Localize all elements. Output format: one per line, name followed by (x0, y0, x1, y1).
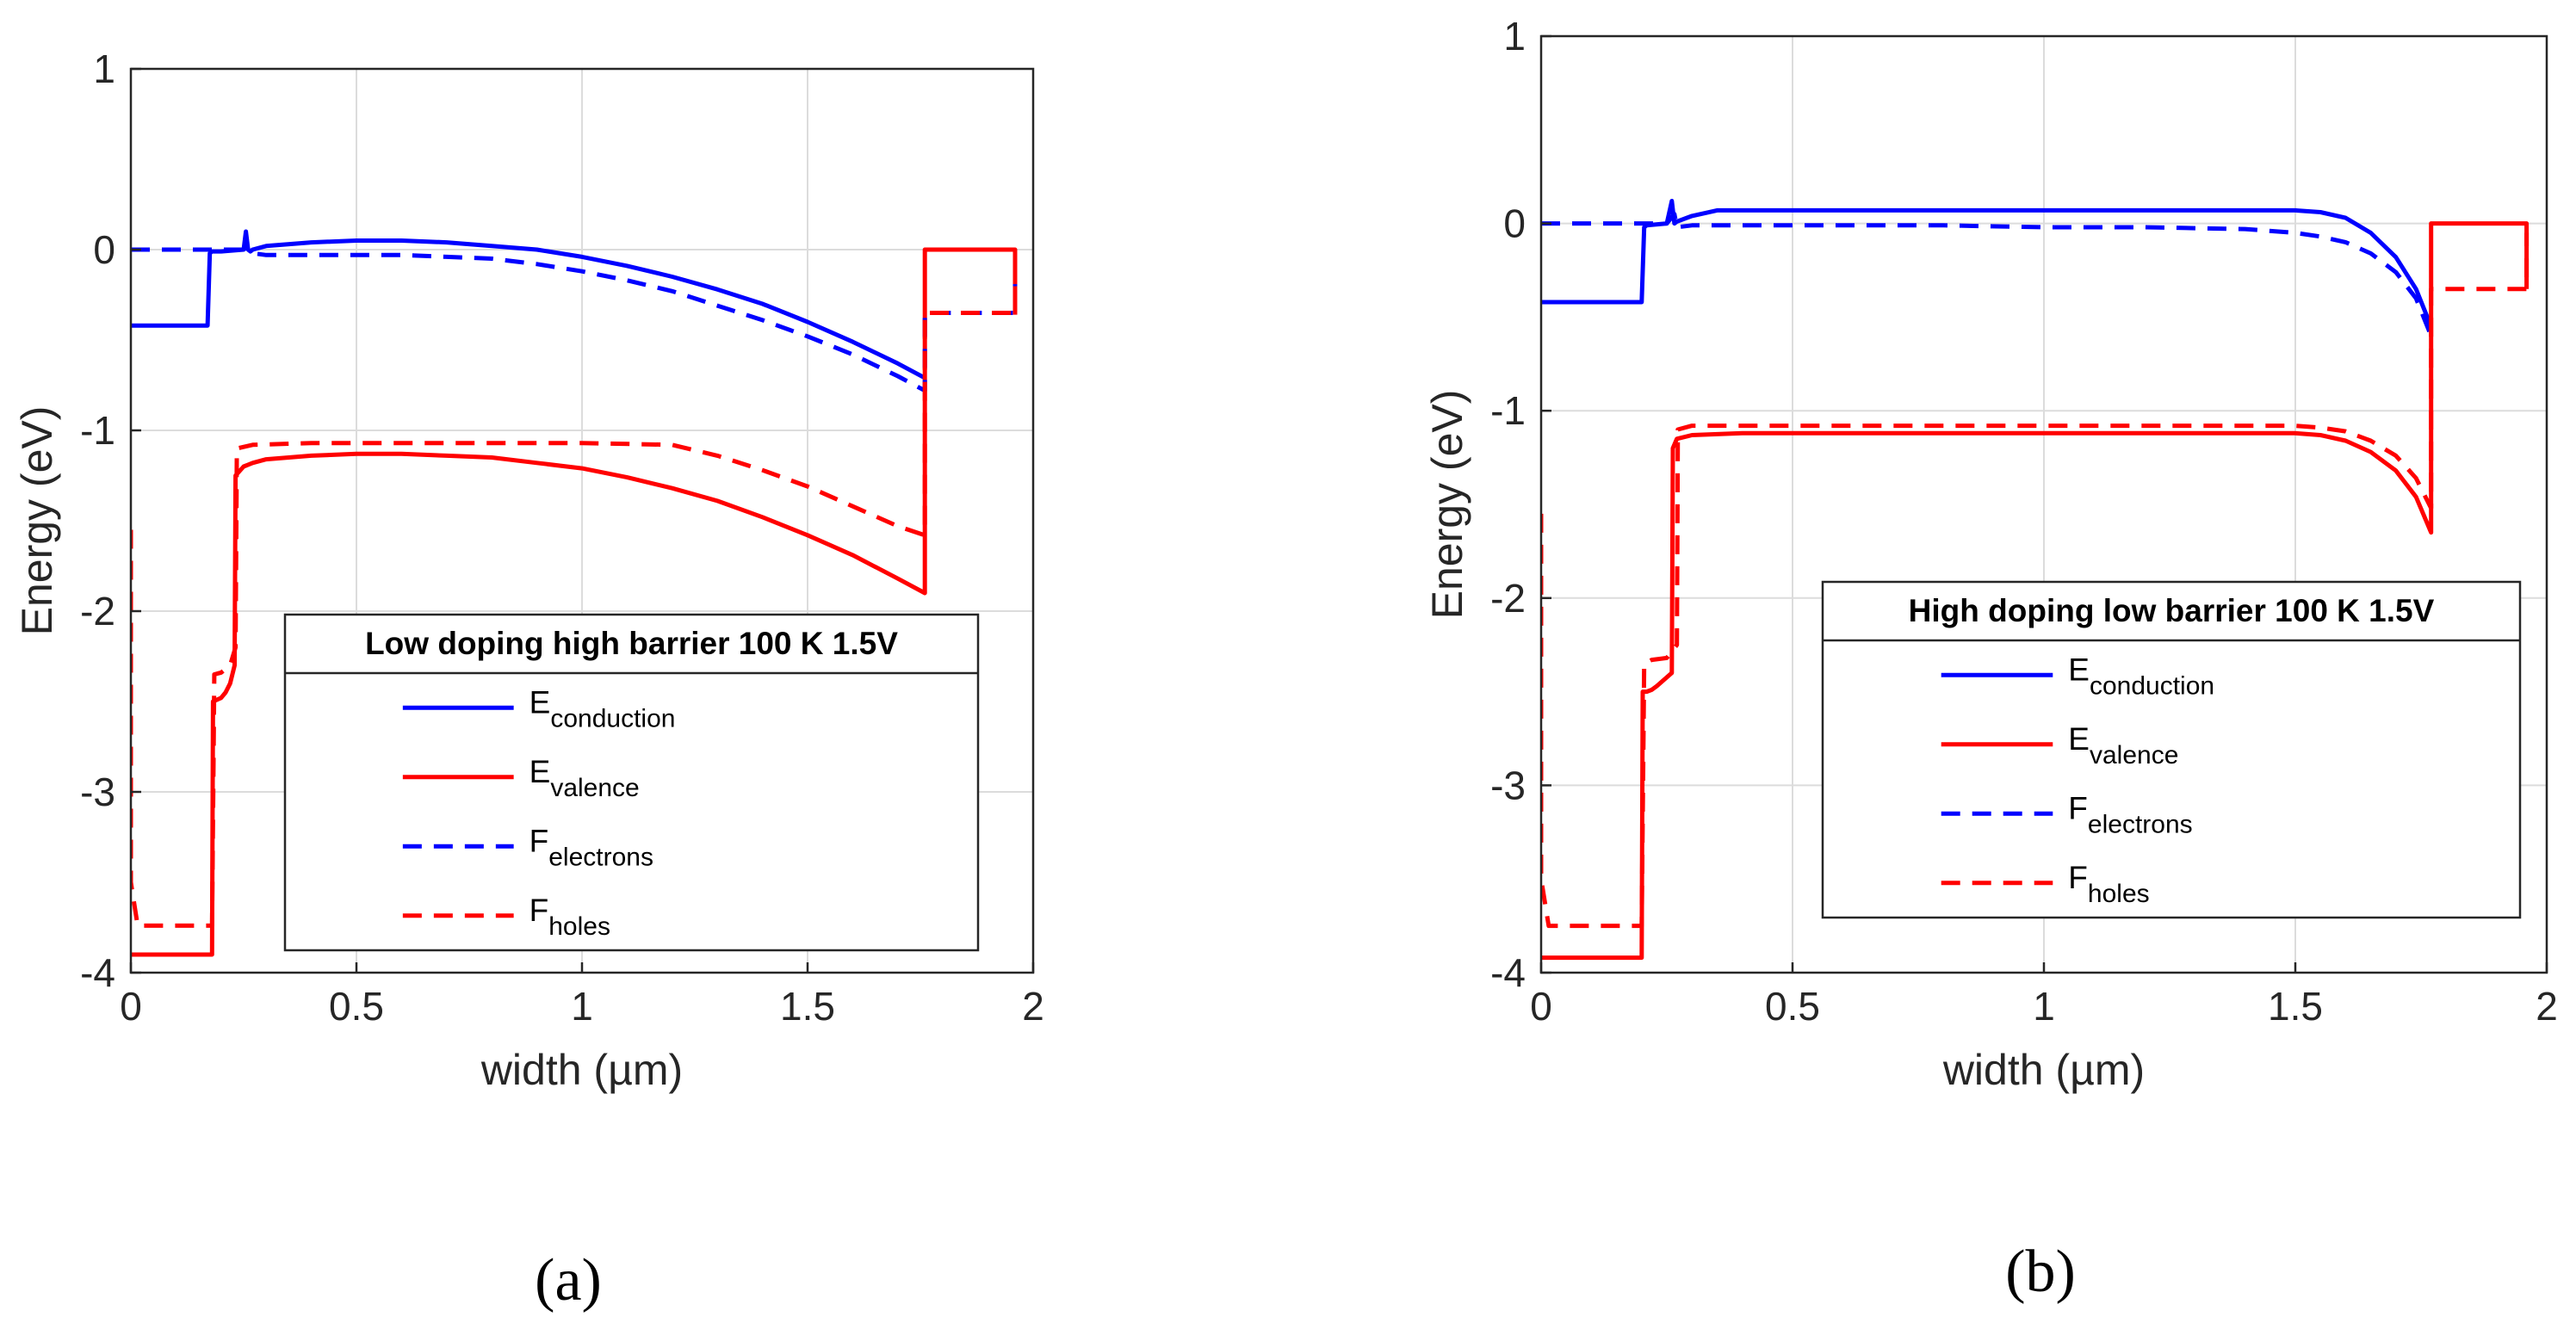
x-axis-label: width (µm) (480, 1046, 683, 1094)
y-tick-label: -2 (1490, 576, 1526, 621)
x-tick-label: 1.5 (780, 984, 835, 1029)
y-tick-label: 0 (93, 227, 115, 272)
y-axis-label: Energy (eV) (1423, 390, 1471, 620)
series-line-e-valence (131, 247, 1018, 957)
series-group (1541, 199, 2530, 961)
x-axis-label: width (µm) (1942, 1046, 2145, 1094)
y-tick-label: -3 (1490, 763, 1526, 807)
legend-entry-label: Evalence (2068, 721, 2178, 770)
x-tick-label: 1 (571, 984, 593, 1029)
legend-box (283, 613, 980, 952)
legend-entry-label: Fholes (529, 893, 610, 941)
legend-entry-label: Felectrons (529, 823, 653, 871)
legend-title: High doping low barrier 100 K 1.5V (1909, 593, 2435, 628)
x-tick-label: 1.5 (2268, 984, 2323, 1029)
series-group (131, 229, 1018, 957)
series-line-f-electrons (131, 232, 1018, 393)
legend-entry-label: Econduction (529, 684, 676, 732)
series-line-f-electrons (1541, 212, 2434, 337)
legend-entry-label: Fholes (2068, 860, 2149, 908)
y-axis-label: Energy (eV) (13, 406, 61, 636)
y-tick-label: 1 (1503, 14, 1526, 59)
series-line-f-holes (1541, 232, 2530, 929)
y-tick-label: -3 (80, 770, 115, 814)
series-line-e-conduction (1541, 199, 2434, 328)
y-tick-label: -2 (80, 589, 115, 634)
legend-box (1821, 580, 2522, 919)
legend-title: Low doping high barrier 100 K 1.5V (365, 626, 898, 661)
panel-label: (b) (2005, 1239, 2076, 1305)
panel-label: (a) (535, 1247, 602, 1314)
legend-entry-label: Evalence (529, 754, 640, 802)
y-tick-label: -4 (80, 950, 115, 995)
y-tick-label: -1 (1490, 388, 1526, 433)
legend-entry-label: Felectrons (2068, 790, 2192, 838)
x-tick-label: 0 (120, 984, 142, 1029)
y-tick-label: -4 (1490, 950, 1526, 995)
chart-b: 0 0.5 1 1.5 2 1 0 -1 -2 -3 -4 width (µm) Energy (eV)… (1423, 14, 2558, 1305)
y-tick-label: 0 (1503, 201, 1526, 246)
y-tick-label: 1 (93, 46, 115, 91)
chart-a: 0 0.5 1 1.5 2 1 0 -1 -2 -3 -4 width (µm) Energy (eV)… (13, 46, 1044, 1314)
x-tick-label: 0.5 (1765, 984, 1820, 1029)
legend: Low doping high barrier 100 K 1.5V Econdu… (283, 613, 980, 952)
legend: High doping low barrier 100 K 1.5V Econdu… (1821, 580, 2522, 919)
series-line-e-valence (1541, 221, 2530, 961)
x-tick-label: 2 (1022, 984, 1044, 1029)
x-tick-label: 0.5 (329, 984, 384, 1029)
y-tick-label: -1 (80, 408, 115, 453)
x-tick-label: 2 (2536, 984, 2558, 1029)
x-tick-label: 1 (2033, 984, 2055, 1029)
x-tick-label: 0 (1530, 984, 1552, 1029)
legend-entry-label: Econduction (2068, 652, 2214, 700)
